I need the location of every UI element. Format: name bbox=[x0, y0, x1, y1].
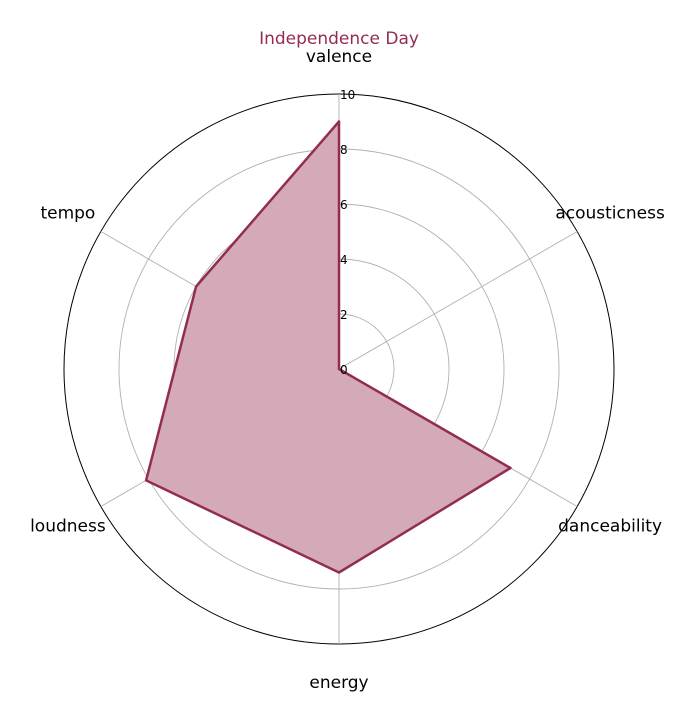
r-tick-label: 6 bbox=[340, 198, 348, 212]
r-tick-label: 8 bbox=[340, 143, 348, 157]
axis-label-danceability: danceability bbox=[558, 517, 662, 537]
axis-label-energy: energy bbox=[309, 673, 368, 693]
series-layer bbox=[144, 120, 512, 574]
r-tick-label: 0 bbox=[340, 363, 348, 377]
label-layer: 0 2 4 6 8 10 valence acousticness danceability en… bbox=[30, 47, 665, 693]
axis-label-acousticness: acousticness bbox=[555, 204, 665, 224]
series-line bbox=[144, 120, 512, 574]
chart-title: Independence Day bbox=[259, 29, 419, 49]
r-tick-label: 10 bbox=[340, 88, 355, 102]
series-area bbox=[146, 121, 511, 573]
axis-label-valence: valence bbox=[306, 47, 372, 67]
axis-label-loudness: loudness bbox=[30, 517, 106, 537]
r-tick-label: 4 bbox=[340, 253, 348, 267]
spoke-acousticness bbox=[338, 231, 578, 370]
axis-label-tempo: tempo bbox=[40, 204, 95, 224]
r-tick-label: 2 bbox=[340, 308, 348, 322]
